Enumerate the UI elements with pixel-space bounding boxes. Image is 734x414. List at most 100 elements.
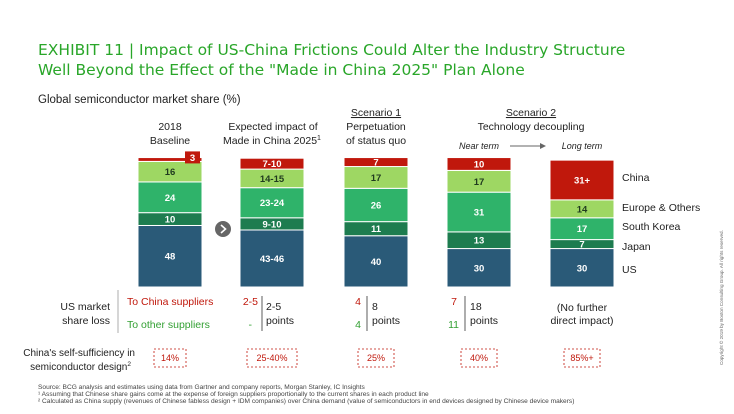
- footnote-mark-1: 1: [317, 135, 321, 142]
- bar-china-col5: [549, 159, 615, 201]
- self-sufficiency-value-col2: 25-40%: [256, 353, 287, 363]
- label-china-col2: 7-10: [262, 159, 281, 170]
- self-sufficiency-value-col5: 85%+: [570, 353, 593, 363]
- self-sufficiency-box-col5: [563, 348, 601, 368]
- china-callout-box: [185, 151, 200, 164]
- label-south-korea-col4: 31: [474, 208, 485, 219]
- loss-mic-other: -: [249, 319, 253, 331]
- loss-mic-total: 2-5: [266, 301, 281, 313]
- loss-s2-unit: points: [470, 315, 498, 327]
- arrow-circle: [215, 221, 231, 237]
- chevron-right-icon: [220, 224, 227, 234]
- label-europe-others-col4: 17: [474, 177, 485, 188]
- legend-south-korea: South Korea: [622, 221, 681, 233]
- bar-china-col1: [137, 157, 203, 162]
- bar-south-korea-col4: [446, 191, 512, 233]
- legend-japan: Japan: [622, 241, 651, 253]
- legend-us: US: [622, 264, 637, 276]
- label-europe-others-col2: 14-15: [260, 174, 285, 185]
- self-sufficiency-box-col2: [246, 348, 298, 368]
- label-south-korea-col2: 23-24: [260, 198, 285, 209]
- header-baseline-label: Baseline: [150, 135, 190, 147]
- title-line-2: Well Beyond the Effect of the "Made in C…: [38, 61, 525, 79]
- bar-us-col4: [446, 248, 512, 288]
- label-south-korea-col3: 26: [371, 200, 382, 211]
- label-japan-col3: 11: [371, 224, 382, 235]
- self-sufficiency-label-1: China's self-sufficiency in: [23, 348, 135, 359]
- legend-europe-others: Europe & Others: [622, 202, 700, 214]
- copyright: Copyright © 2019 by Boston Consulting Gr…: [718, 230, 724, 365]
- footnote-1: ¹ Assuming that Chinese share gains come…: [38, 391, 429, 398]
- loss-to-china-label: To China suppliers: [127, 296, 213, 308]
- label-south-korea-col5: 17: [577, 224, 588, 235]
- header-scenario1-line-2: of status quo: [346, 135, 406, 147]
- label-us-col3: 40: [371, 257, 382, 268]
- loss-s2-china: 7: [451, 296, 457, 308]
- loss-label-line-1: US market: [60, 301, 110, 313]
- header-baseline-year: 2018: [158, 121, 182, 133]
- header-mic-line-1: Expected impact of: [228, 121, 317, 133]
- label-us-col5: 30: [577, 263, 588, 274]
- loss-s1-total: 8: [372, 301, 378, 313]
- label-europe-others-col1: 16: [165, 167, 176, 178]
- header-scenario1-title: Scenario 1: [351, 107, 401, 119]
- loss-long-term-line-2: direct impact): [550, 315, 613, 327]
- self-sufficiency-box-col1: [153, 348, 187, 368]
- header-scenario2-line: Technology decoupling: [478, 121, 585, 133]
- label-japan-col5: 7: [579, 240, 584, 251]
- label-us-col2: 43-46: [260, 254, 284, 265]
- self-sufficiency-boxes: 14% 25-40% 25% 40% 85%+: [153, 348, 601, 368]
- header-mic-line-2: Made in China 20251: [223, 135, 321, 147]
- legend-china: China: [622, 172, 650, 184]
- loss-long-term-line-1: (No further: [557, 302, 608, 314]
- label-japan-col1: 10: [165, 215, 176, 226]
- label-europe-others-col3: 17: [371, 173, 382, 184]
- label-japan-col2: 9-10: [262, 219, 281, 230]
- footnote-mark-2: 2: [127, 361, 131, 368]
- timeline-arrow-icon: [540, 143, 546, 149]
- loss-mic-china: 2-5: [243, 296, 258, 308]
- loss-s1-unit: points: [372, 315, 400, 327]
- chart-subtitle: Global semiconductor market share (%): [38, 94, 241, 106]
- label-us-col1: 48: [165, 252, 176, 263]
- self-sufficiency-value-col3: 25%: [367, 353, 385, 363]
- header-scenario1-line-1: Perpetuation: [346, 121, 406, 133]
- label-china-col3: 7: [373, 158, 378, 169]
- loss-to-other-label: To other suppliers: [127, 319, 210, 331]
- bar-china-col4: [446, 157, 512, 171]
- label-europe-others-col5: 14: [577, 204, 588, 215]
- loss-s1-china: 4: [355, 296, 361, 308]
- label-us-col4: 30: [474, 263, 485, 274]
- footnote-source: Source: BCG analysis and estimates using…: [38, 384, 365, 391]
- loss-mic-unit: points: [266, 315, 294, 327]
- loss-s2-other: 11: [448, 319, 459, 331]
- bar-china-col3: [343, 157, 409, 168]
- bar-south-korea-col3: [343, 187, 409, 223]
- footnote-2: ² Calculated as China supply (revenues o…: [38, 398, 574, 405]
- bar-south-korea-col1: [137, 181, 203, 214]
- self-sufficiency-label-2: semiconductor design2: [30, 361, 131, 373]
- self-sufficiency-value-col1: 14%: [161, 353, 179, 363]
- label-japan-col4: 13: [474, 236, 485, 247]
- loss-s2-total: 18: [470, 301, 482, 313]
- bars-group: 48 10 24 16 3 43-46 9-10 23-24 14-15 7-10 40 11 26 17…: [137, 151, 615, 288]
- header-scenario2-title: Scenario 2: [506, 107, 556, 119]
- title-line-1: EXHIBIT 11 | Impact of US-China Friction…: [38, 41, 625, 59]
- header-near-term: Near term: [459, 141, 500, 151]
- label-china-col1: 3: [190, 153, 195, 164]
- bar-us-col3: [343, 235, 409, 288]
- self-sufficiency-box-col4: [460, 348, 498, 368]
- label-china-col4: 10: [474, 159, 485, 170]
- loss-s1-other: 4: [355, 319, 361, 331]
- header-long-term: Long term: [562, 141, 603, 151]
- label-south-korea-col1: 24: [165, 193, 176, 204]
- label-china-col5: 31+: [574, 175, 591, 186]
- loss-label-line-2: share loss: [62, 315, 110, 327]
- self-sufficiency-value-col4: 40%: [470, 353, 488, 363]
- bar-us-col1: [137, 224, 203, 288]
- bar-us-col5: [549, 248, 615, 288]
- bar-china-col2: [239, 157, 305, 170]
- self-sufficiency-box-col3: [357, 348, 395, 368]
